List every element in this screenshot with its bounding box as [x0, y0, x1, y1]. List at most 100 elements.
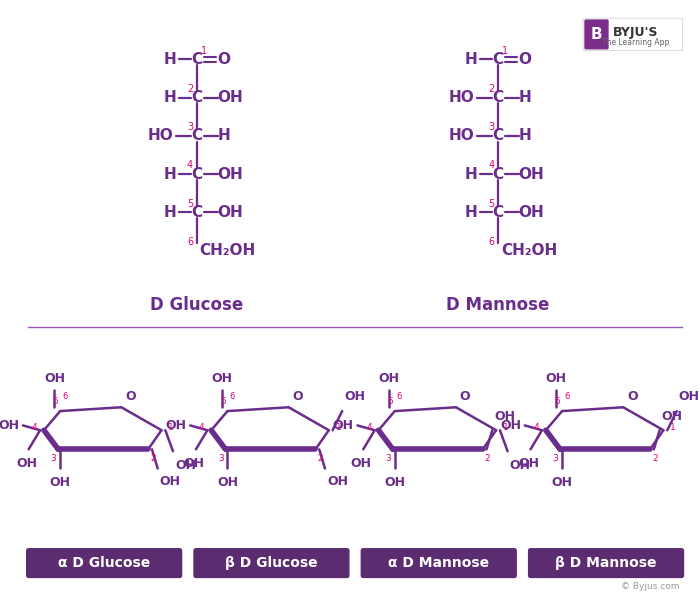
Text: C: C: [493, 128, 503, 143]
Text: 1: 1: [670, 423, 676, 432]
Text: H: H: [465, 205, 477, 220]
Text: 1: 1: [335, 423, 342, 432]
Text: OH: OH: [183, 457, 204, 470]
Text: OH: OH: [0, 419, 19, 432]
Text: C: C: [493, 166, 503, 181]
Text: OH: OH: [175, 459, 196, 472]
Text: OH: OH: [50, 476, 71, 489]
Text: 6: 6: [62, 392, 67, 401]
Text: OH: OH: [510, 459, 531, 472]
Text: OH: OH: [518, 457, 539, 470]
Text: 4: 4: [187, 160, 193, 171]
Text: 2: 2: [187, 84, 193, 94]
Text: © Byjus.com: © Byjus.com: [621, 582, 680, 591]
Text: OH: OH: [500, 419, 521, 432]
Text: H: H: [519, 128, 531, 143]
Text: 6: 6: [397, 392, 402, 401]
Text: O: O: [217, 52, 230, 67]
Text: H: H: [164, 166, 176, 181]
Text: α D Mannose: α D Mannose: [389, 556, 489, 570]
FancyBboxPatch shape: [361, 549, 516, 577]
Text: OH: OH: [218, 90, 243, 105]
Text: H: H: [465, 166, 477, 181]
FancyBboxPatch shape: [583, 18, 682, 51]
Text: 5: 5: [554, 397, 560, 406]
Text: OH: OH: [519, 205, 545, 220]
Text: 4: 4: [32, 423, 37, 432]
Text: α D Glucose: α D Glucose: [58, 556, 150, 570]
Text: OH: OH: [351, 457, 372, 470]
FancyBboxPatch shape: [194, 549, 349, 577]
Text: β D Glucose: β D Glucose: [225, 556, 318, 570]
Text: H: H: [164, 90, 176, 105]
Text: HO: HO: [449, 128, 475, 143]
Text: C: C: [493, 90, 503, 105]
Text: 2: 2: [150, 454, 155, 463]
Text: OH: OH: [552, 476, 573, 489]
Text: 5: 5: [52, 397, 58, 406]
Text: OH: OH: [332, 419, 354, 432]
Text: 4: 4: [366, 423, 372, 432]
Text: 3: 3: [218, 454, 223, 463]
Text: H: H: [164, 205, 176, 220]
FancyBboxPatch shape: [528, 549, 683, 577]
Text: OH: OH: [165, 419, 186, 432]
Text: OH: OH: [519, 166, 545, 181]
Text: C: C: [493, 205, 503, 220]
Text: H: H: [217, 128, 230, 143]
Text: 3: 3: [50, 454, 56, 463]
Text: 2: 2: [484, 454, 490, 463]
Text: O: O: [460, 390, 470, 403]
Text: 3: 3: [385, 454, 391, 463]
FancyBboxPatch shape: [585, 20, 608, 49]
Text: OH: OH: [546, 372, 567, 385]
Text: OH: OH: [662, 410, 682, 423]
Text: OH: OH: [384, 476, 405, 489]
Text: HO: HO: [449, 90, 475, 105]
Text: CH₂OH: CH₂OH: [501, 243, 557, 258]
Text: C: C: [191, 52, 202, 67]
Text: β D Mannose: β D Mannose: [555, 556, 657, 570]
Text: 2: 2: [488, 84, 494, 94]
Text: B: B: [591, 27, 602, 42]
Text: D Glucose: D Glucose: [150, 296, 244, 314]
Text: 6: 6: [564, 392, 569, 401]
Text: C: C: [191, 90, 202, 105]
Text: O: O: [627, 390, 638, 403]
Text: 5: 5: [488, 199, 494, 209]
Text: OH: OH: [211, 372, 232, 385]
Text: BYJU'S: BYJU'S: [613, 26, 659, 39]
Text: CH₂OH: CH₂OH: [199, 243, 256, 258]
Text: H: H: [164, 52, 176, 67]
Text: O: O: [293, 390, 303, 403]
Text: H: H: [465, 52, 477, 67]
Text: OH: OH: [327, 475, 348, 488]
Text: C: C: [493, 52, 503, 67]
Text: OH: OH: [379, 372, 400, 385]
Text: 6: 6: [230, 392, 235, 401]
Text: OH: OH: [218, 205, 243, 220]
Text: 6: 6: [187, 237, 193, 247]
Text: OH: OH: [160, 475, 181, 488]
Text: 4: 4: [533, 423, 539, 432]
Text: OH: OH: [218, 166, 243, 181]
Text: 5: 5: [387, 397, 393, 406]
Text: 3: 3: [488, 122, 494, 132]
Text: C: C: [191, 205, 202, 220]
Text: 5: 5: [187, 199, 193, 209]
Text: C: C: [191, 128, 202, 143]
Text: O: O: [518, 52, 531, 67]
FancyBboxPatch shape: [27, 549, 181, 577]
Text: C: C: [191, 166, 202, 181]
Text: 2: 2: [652, 454, 657, 463]
Text: 6: 6: [488, 237, 494, 247]
Text: O: O: [125, 390, 136, 403]
Text: 4: 4: [488, 160, 494, 171]
Text: 3: 3: [552, 454, 558, 463]
Text: H: H: [519, 90, 531, 105]
Text: OH: OH: [679, 390, 700, 403]
Text: 1: 1: [201, 46, 206, 55]
Text: OH: OH: [217, 476, 238, 489]
Text: The Learning App: The Learning App: [602, 38, 669, 46]
Text: 4: 4: [199, 423, 204, 432]
